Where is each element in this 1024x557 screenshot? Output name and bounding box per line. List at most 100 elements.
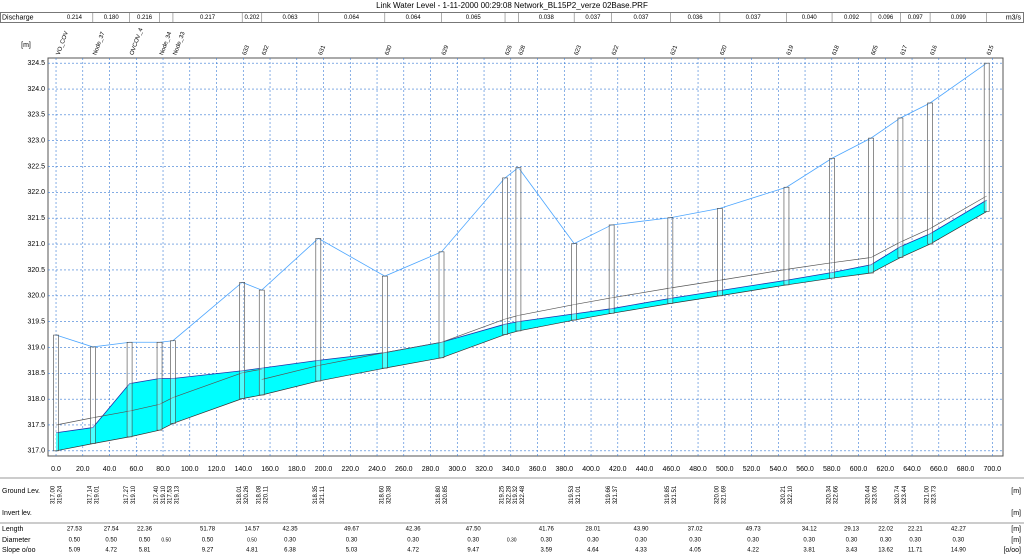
x-tick-label: 660.0: [930, 466, 948, 473]
discharge-label: 0.092: [844, 15, 860, 21]
ground-label: 322.48: [520, 485, 526, 504]
invert-label: 317.00: [51, 485, 57, 504]
row-unit: [m]: [1011, 537, 1021, 544]
pipe-crown: [670, 279, 720, 289]
invert-label: 318.80: [436, 485, 442, 504]
y-tick-label: 318.5: [27, 370, 45, 377]
ground-label: 320.11: [263, 485, 269, 504]
ground-label: 322.66: [834, 485, 840, 504]
pipe-crown: [870, 241, 901, 258]
y-tick-label: 323.5: [27, 112, 45, 119]
ground-label: 322.28: [507, 485, 513, 504]
ground-line: [55, 62, 987, 348]
node-name: 620: [720, 44, 729, 56]
y-tick-label: 319.0: [27, 344, 45, 351]
ground-label: 321.51: [672, 485, 678, 504]
discharge-label: 0.064: [344, 15, 360, 21]
row-label: Diameter: [2, 537, 31, 544]
manhole: [897, 117, 904, 258]
x-tick-label: 540.0: [770, 466, 788, 473]
discharge-row: [0, 12, 1024, 23]
manhole: [927, 102, 933, 245]
x-tick-label: 140.0: [235, 466, 253, 473]
length-label: 29.13: [844, 527, 860, 533]
invert-label: 320.34: [827, 485, 833, 504]
x-tick-label: 60.0: [129, 466, 143, 473]
y-tick-label: 324.5: [27, 60, 45, 67]
manhole: [829, 157, 835, 279]
manhole: [126, 341, 133, 438]
diameter-label: 0.30: [880, 538, 892, 544]
slope-label: 5.03: [346, 548, 358, 554]
y-tick-label: 324.0: [27, 86, 45, 93]
manhole: [438, 251, 445, 359]
y-axis-label: [m]: [21, 42, 31, 49]
discharge-label: 0.214: [67, 15, 83, 21]
node-name: 618: [832, 44, 841, 56]
invert-label: 319.25: [500, 485, 506, 504]
invert-label: 319.53: [569, 485, 575, 504]
diameter-label: 0.30: [909, 538, 921, 544]
pipe-crown: [574, 297, 612, 305]
node-name: 605: [871, 44, 880, 56]
x-tick-label: 640.0: [903, 466, 921, 473]
diameter-label: 0.30: [284, 538, 296, 544]
x-tick-label: 360.0: [529, 466, 547, 473]
pipe-crown: [832, 257, 872, 264]
ground-label: 321.01: [576, 485, 582, 504]
row-label: Invert lev.: [2, 510, 32, 517]
pipe-crown: [786, 262, 833, 270]
x-tick-label: 620.0: [877, 466, 895, 473]
length-label: 47.50: [466, 527, 482, 533]
length-label: 41.76: [539, 527, 555, 533]
node-name: 616: [930, 44, 939, 56]
diameter-label: 0.30: [747, 538, 759, 544]
slope-label: 4.05: [689, 548, 701, 554]
pipe-crown: [719, 269, 787, 281]
pipe-crown: [318, 352, 385, 366]
invert-label: 320.74: [895, 485, 901, 504]
x-tick-label: 280.0: [422, 466, 440, 473]
x-tick-label: 100.0: [181, 466, 199, 473]
manhole: [983, 62, 990, 212]
x-tick-label: 560.0: [796, 466, 814, 473]
manhole: [502, 177, 508, 335]
x-tick-label: 580.0: [823, 466, 841, 473]
invert-label: 318.35: [313, 485, 319, 504]
x-tick-label: 700.0: [984, 466, 1002, 473]
x-tick-label: 400.0: [582, 466, 600, 473]
discharge-label: 0.037: [633, 15, 649, 21]
y-tick-label: 321.0: [27, 241, 45, 248]
manhole: [90, 346, 96, 444]
discharge-label: 0.040: [802, 15, 818, 21]
invert-label: 318.01: [237, 485, 243, 504]
discharge-label: 0.202: [244, 15, 260, 21]
x-tick-label: 200.0: [315, 466, 333, 473]
discharge-label: 0.217: [200, 15, 216, 21]
x-tick-label: 480.0: [689, 466, 707, 473]
discharge-label: 0.096: [878, 15, 894, 21]
invert-label: 317.14: [87, 485, 93, 504]
pipe-crown: [384, 341, 442, 353]
manhole: [156, 341, 163, 431]
discharge-label: 0.038: [539, 15, 555, 21]
ground-label: 319.24: [58, 485, 64, 504]
ground-label: 323.73: [932, 485, 938, 504]
ground-label: 320.26: [244, 485, 250, 504]
y-tick-label: 322.5: [27, 163, 45, 170]
y-tick-label: 320.5: [27, 267, 45, 274]
invert-label: 320.00: [714, 485, 720, 504]
x-tick-label: 460.0: [663, 466, 681, 473]
node-name: 623: [574, 44, 583, 56]
diameter-label: 0.30: [635, 538, 647, 544]
x-tick-label: 180.0: [288, 466, 306, 473]
manhole: [783, 186, 790, 286]
ground-label: 323.44: [902, 485, 908, 504]
y-tick-label: 318.0: [27, 396, 45, 403]
ground-label: 319.10: [161, 485, 167, 504]
y-tick-label: 323.0: [27, 138, 45, 145]
diameter-label: 0.50: [105, 538, 117, 544]
slope-label: 3.59: [540, 548, 552, 554]
x-tick-label: 160.0: [261, 466, 279, 473]
